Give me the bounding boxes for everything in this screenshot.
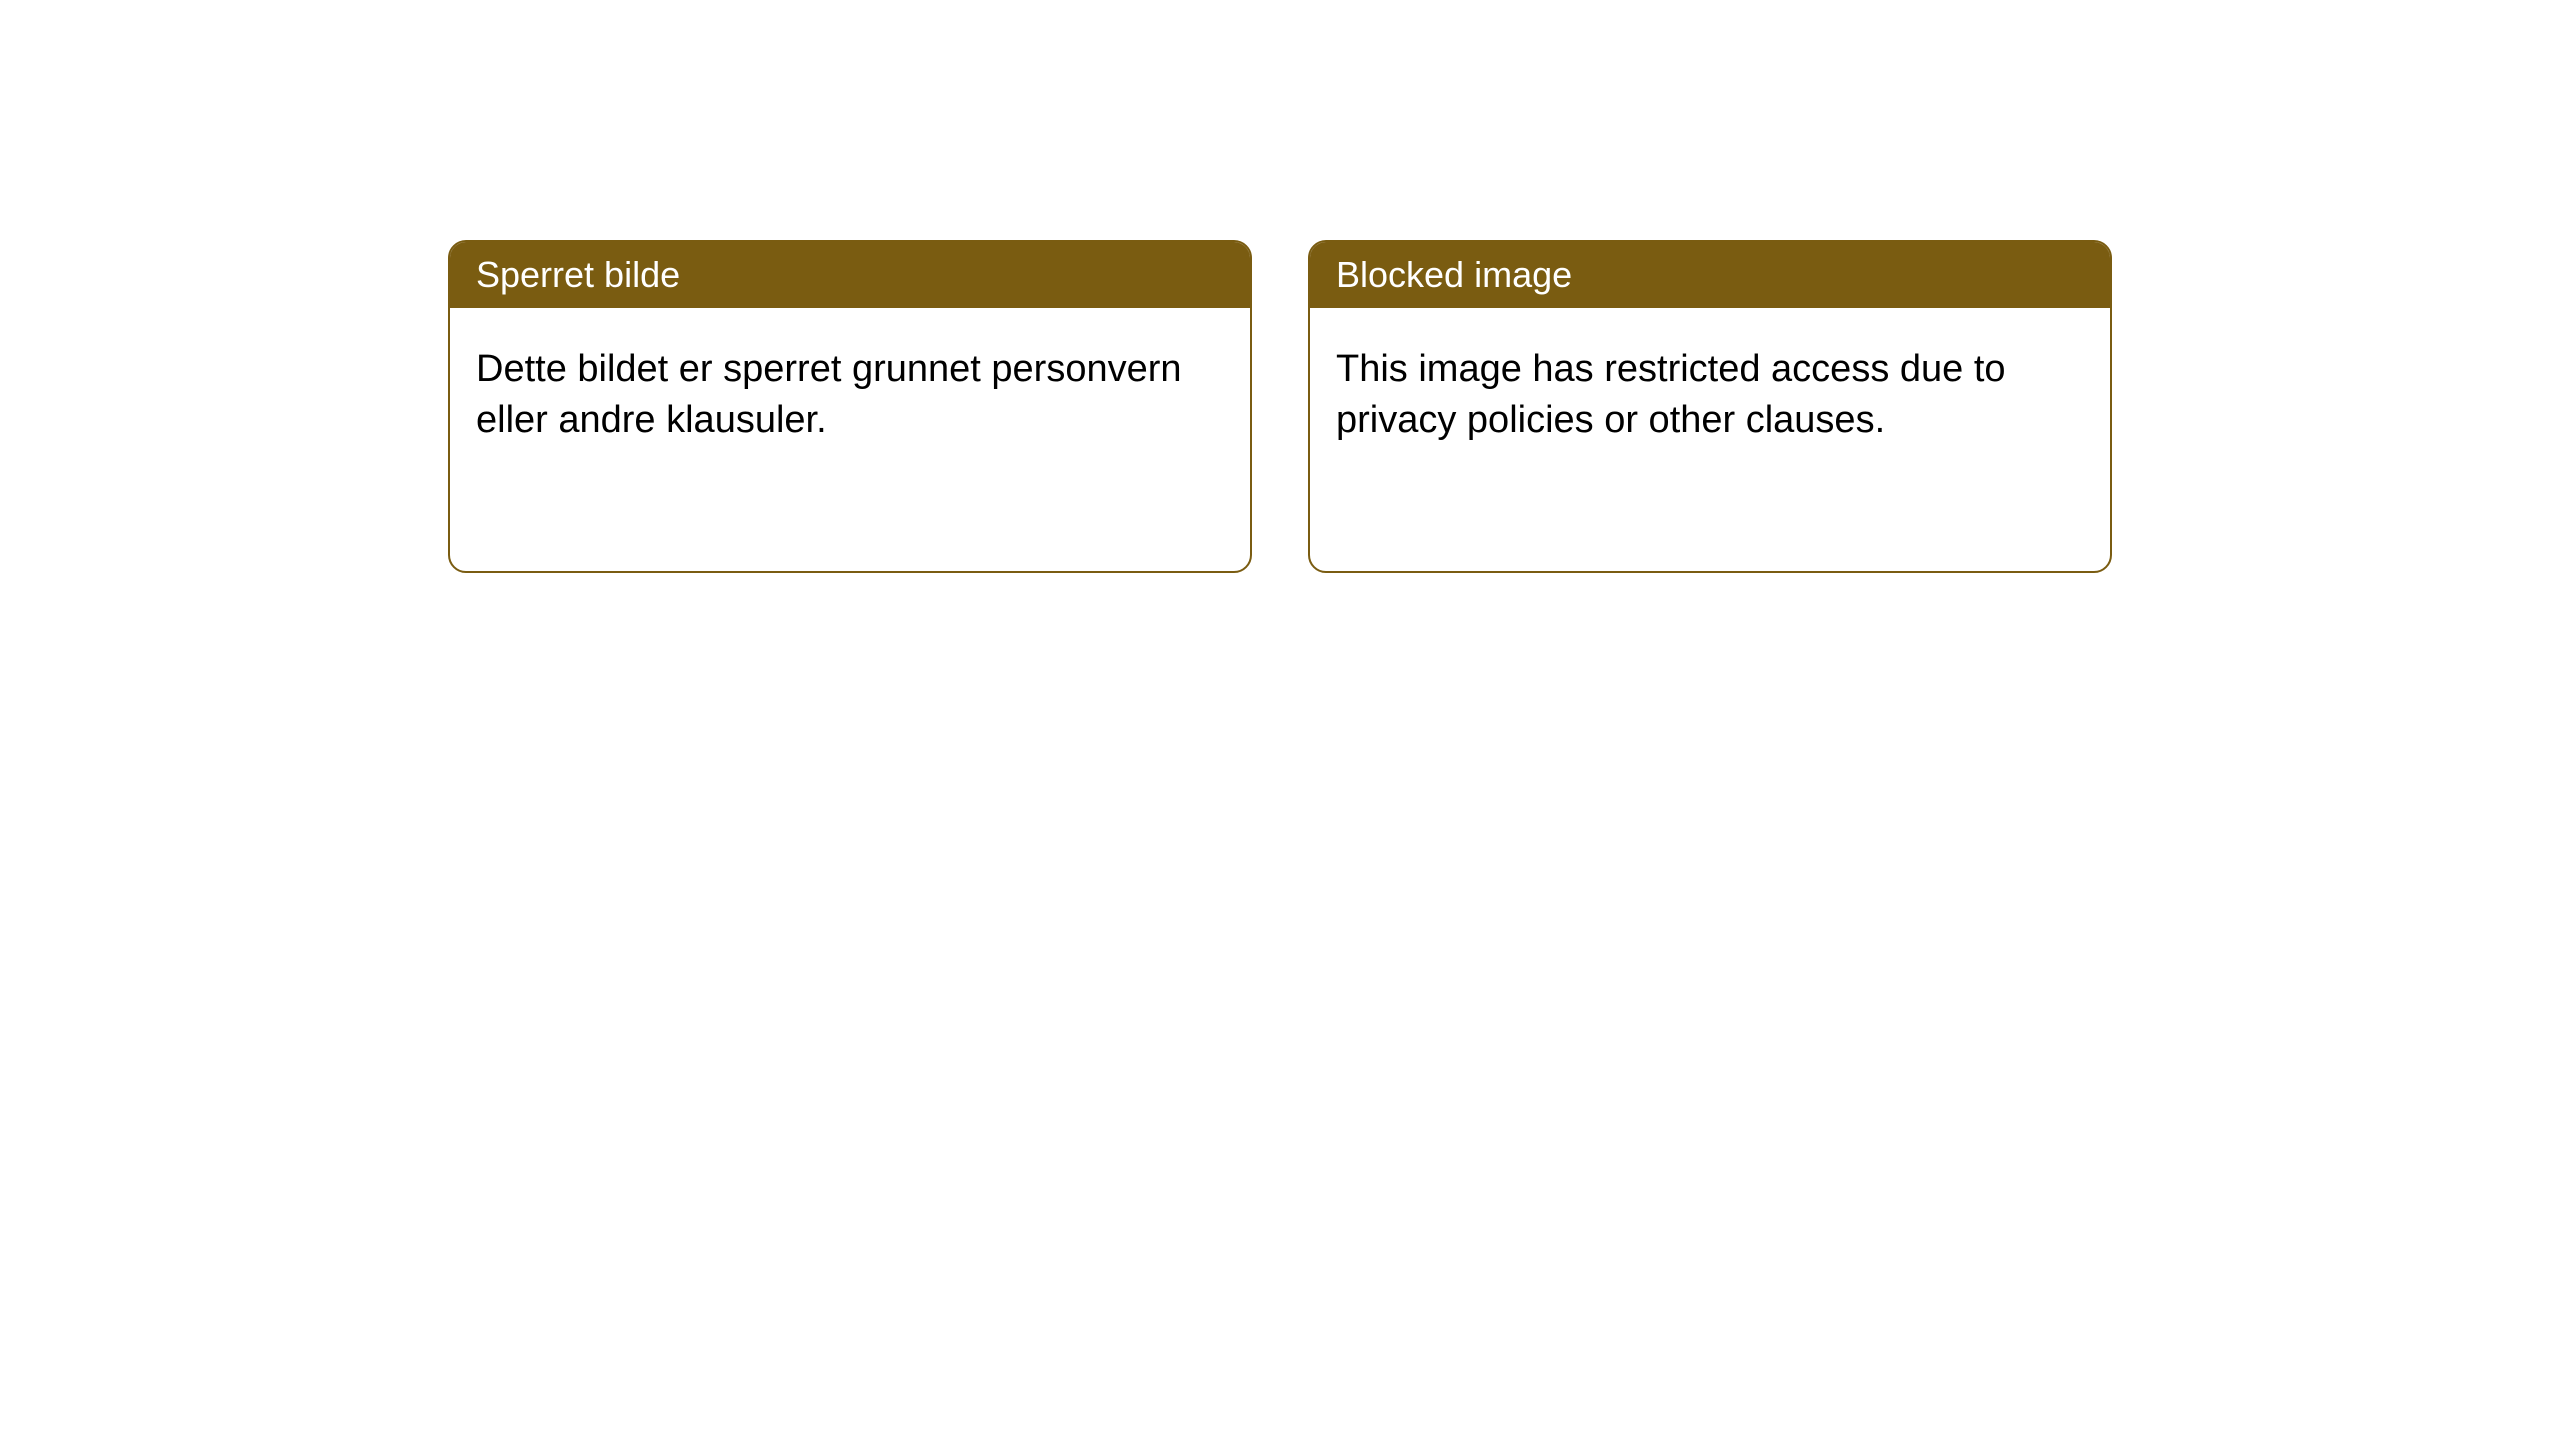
- notice-card-norwegian: Sperret bilde Dette bildet er sperret gr…: [448, 240, 1252, 573]
- notice-header: Blocked image: [1310, 242, 2110, 308]
- notice-body: This image has restricted access due to …: [1310, 308, 2110, 483]
- notice-body: Dette bildet er sperret grunnet personve…: [450, 308, 1250, 483]
- notice-card-english: Blocked image This image has restricted …: [1308, 240, 2112, 573]
- notice-header: Sperret bilde: [450, 242, 1250, 308]
- notice-container: Sperret bilde Dette bildet er sperret gr…: [0, 0, 2560, 573]
